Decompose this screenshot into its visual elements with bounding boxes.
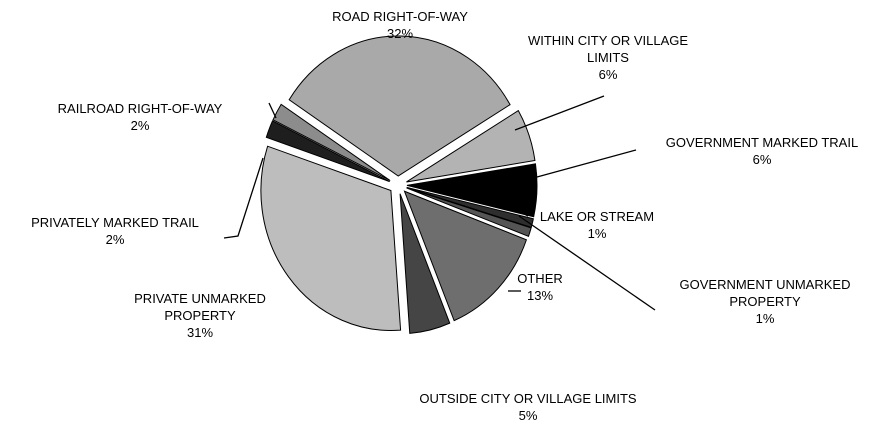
pie-slice <box>406 163 538 218</box>
leader-line <box>514 95 605 131</box>
slice-name: OTHER <box>517 271 563 286</box>
pie-slice <box>272 103 391 182</box>
leader-line <box>223 157 264 239</box>
slice-label: PRIVATE UNMARKED PROPERTY 31% <box>120 290 280 341</box>
slice-percent: 2% <box>105 232 125 247</box>
slice-name: WITHIN CITY OR VILLAGE LIMITS <box>527 33 689 65</box>
pie-slice <box>399 193 451 334</box>
slice-label: RAILROAD RIGHT-OF-WAY 2% <box>20 100 260 134</box>
slice-label: WITHIN CITY OR VILLAGE LIMITS 6% <box>508 32 708 83</box>
slice-label: LAKE OR STREAM 1% <box>522 208 672 242</box>
slice-name: PRIVATELY MARKED TRAIL <box>31 215 199 230</box>
slice-percent: 31% <box>186 325 214 340</box>
pie-slice <box>265 120 390 183</box>
slice-label: OTHER 13% <box>500 270 580 304</box>
pie-slice <box>406 109 536 183</box>
pie-slice <box>288 35 511 177</box>
slice-label: OUTSIDE CITY OR VILLAGE LIMITS 5% <box>413 390 643 424</box>
leader-line <box>520 211 529 217</box>
slice-name: RAILROAD RIGHT-OF-WAY <box>57 101 223 116</box>
slice-label: ROAD RIGHT-OF-WAY 32% <box>280 8 520 42</box>
slice-name: ROAD RIGHT-OF-WAY <box>332 9 468 24</box>
slice-name: GOVERNMENT UNMARKED PROPERTY <box>679 277 851 309</box>
slice-label: PRIVATELY MARKED TRAIL 2% <box>0 214 235 248</box>
slice-name: OUTSIDE CITY OR VILLAGE LIMITS <box>419 391 637 406</box>
slice-label: GOVERNMENT MARKED TRAIL 6% <box>632 134 880 168</box>
slice-name: PRIVATE UNMARKED PROPERTY <box>134 291 266 323</box>
leader-line <box>268 102 277 119</box>
slice-percent: 6% <box>752 152 772 167</box>
leader-line <box>525 149 637 181</box>
pie-slice <box>406 186 534 229</box>
slice-percent: 5% <box>518 408 538 423</box>
pie-slice <box>403 190 528 322</box>
slice-percent: 1% <box>755 311 775 326</box>
slice-percent: 6% <box>598 67 618 82</box>
pie-slice <box>406 187 532 238</box>
slice-label: GOVERNMENT UNMARKED PROPERTY 1% <box>665 276 865 327</box>
leader-line <box>518 215 656 311</box>
slice-percent: 1% <box>587 226 607 241</box>
slice-percent: 32% <box>386 26 414 41</box>
slice-name: GOVERNMENT MARKED TRAIL <box>665 135 859 150</box>
slice-name: LAKE OR STREAM <box>539 209 655 224</box>
slice-percent: 2% <box>130 118 150 133</box>
pie-slice <box>260 145 402 332</box>
slice-percent: 13% <box>526 288 554 303</box>
